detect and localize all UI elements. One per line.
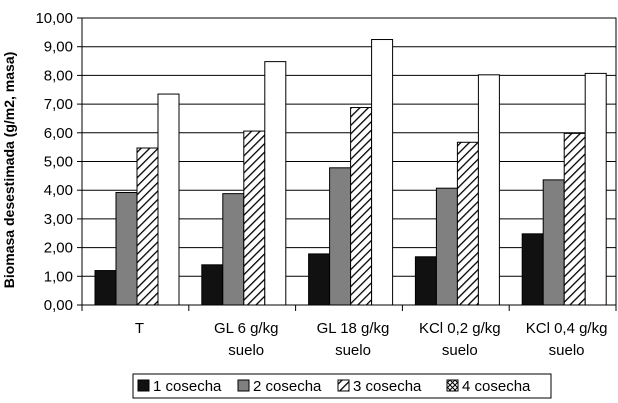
x-category-label: suelo [549,342,585,359]
bar-series-3 [350,107,373,306]
y-tick-label: 5,00 [44,154,73,171]
x-category-label: KCl 0,2 g/kg [419,320,501,337]
bar-series-4 [477,74,500,306]
legend: 1 cosecha 2 cosecha 3 cosecha 4 cosecha [132,373,552,399]
y-tick-label: 6,00 [44,125,73,142]
bar-series-1 [308,253,331,306]
legend-swatch [237,379,250,392]
x-category-label: T [135,320,144,337]
y-tick-label: 1,00 [44,268,73,285]
bar-series-1 [201,264,224,306]
x-category-label: suelo [335,342,371,359]
bar-series-1 [94,270,117,306]
bar-series-2 [542,179,565,306]
y-tick-label: 2,00 [44,240,73,257]
x-category-label: suelo [442,342,478,359]
x-category-label: suelo [228,342,264,359]
y-tick-label: 0,00 [44,297,73,314]
legend-label: 3 cosecha [353,378,422,395]
x-category-label: GL 6 g/kg [214,320,278,337]
bar-series-3 [563,132,586,306]
bar-series-4 [264,61,287,306]
x-category-label: GL 18 g/kg [317,320,390,337]
y-tick-label: 4,00 [44,182,73,199]
x-category-label: KCl 0,4 g/kg [526,320,608,337]
bar-series-1 [521,233,544,306]
legend-label: 2 cosecha [253,378,322,395]
axes: 0,00 1,00 2,00 3,00 4,00 5,00 6,00 7,00 8,00 9,00… [35,10,617,359]
y-tick-label: 3,00 [44,211,73,228]
legend-swatch [446,379,459,392]
y-tick-label: 8,00 [44,67,73,84]
legend-label: 1 cosecha [153,378,222,395]
bars [94,39,607,306]
y-tick-label: 9,00 [44,39,73,56]
legend-label: 4 cosecha [462,378,531,395]
plot-area-border [81,17,617,306]
y-tick-label: 7,00 [44,96,73,113]
bar-series-2 [435,187,458,306]
y-tick-label: 10,00 [35,10,73,27]
bar-series-4 [584,72,607,306]
bar-series-1 [414,256,437,306]
bar-series-3 [456,141,479,306]
bar-series-3 [136,147,159,306]
legend-swatch [137,379,150,392]
bar-series-4 [157,93,180,306]
bar-series-3 [243,130,266,306]
y-axis-label: Biomasa desestimada (g/m2, masa) [1,52,17,289]
legend-swatch [337,379,350,392]
bar-series-4 [371,39,394,306]
bar-series-2 [329,167,352,306]
bar-series-2 [115,191,138,306]
bar-series-2 [222,193,245,306]
